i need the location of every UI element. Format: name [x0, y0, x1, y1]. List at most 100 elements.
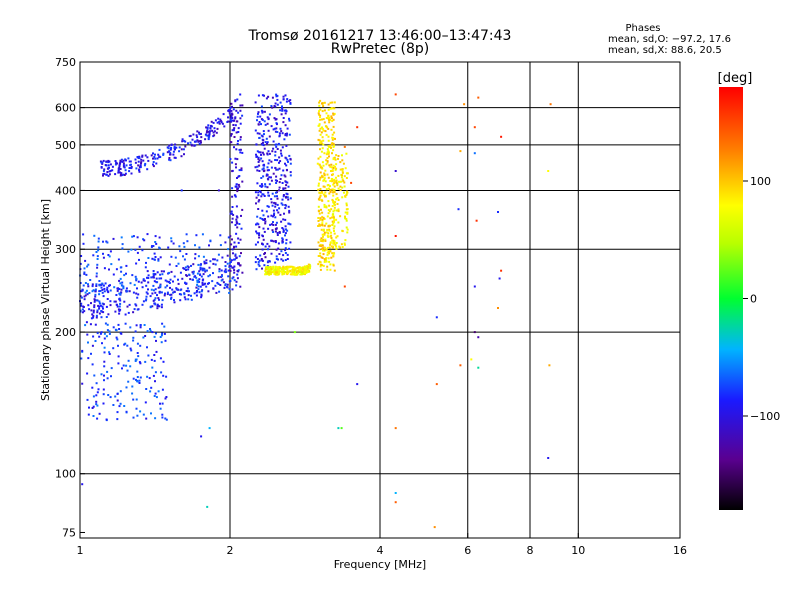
data-point	[325, 133, 328, 136]
data-point	[281, 238, 284, 241]
data-point	[233, 279, 236, 282]
data-point	[333, 206, 336, 209]
data-point	[317, 188, 320, 191]
data-point	[116, 418, 119, 421]
data-point	[280, 130, 283, 133]
data-point	[200, 136, 203, 139]
data-point	[174, 256, 177, 259]
data-point	[157, 390, 160, 393]
data-point	[235, 148, 238, 151]
data-point	[95, 299, 98, 302]
data-point	[84, 294, 87, 297]
data-point	[209, 274, 211, 277]
data-point	[284, 162, 286, 165]
data-point	[284, 94, 287, 97]
data-point	[91, 283, 94, 286]
data-point	[162, 374, 165, 377]
data-point	[319, 261, 322, 264]
data-point	[86, 293, 89, 296]
data-point	[137, 355, 140, 358]
data-point	[174, 143, 177, 146]
data-point	[83, 310, 86, 313]
data-point	[145, 299, 147, 302]
data-point	[285, 144, 288, 147]
data-point	[112, 237, 115, 240]
data-point	[158, 246, 161, 249]
data-point	[136, 342, 139, 345]
data-point	[284, 225, 287, 228]
data-point	[287, 160, 289, 163]
data-point	[264, 141, 267, 144]
data-point	[323, 258, 326, 261]
data-point	[330, 256, 333, 259]
data-point	[157, 259, 160, 262]
data-point	[150, 154, 153, 157]
data-point	[332, 227, 335, 230]
data-point	[205, 134, 208, 137]
data-point	[137, 293, 140, 296]
data-point	[260, 123, 262, 126]
data-point	[278, 132, 281, 135]
data-point	[321, 136, 324, 139]
data-point	[164, 279, 167, 282]
data-point	[240, 167, 243, 170]
data-point	[173, 146, 176, 149]
data-point	[280, 250, 283, 253]
data-point	[103, 346, 106, 349]
data-point	[263, 120, 266, 123]
data-point	[286, 127, 289, 130]
data-point	[187, 298, 190, 301]
data-point	[271, 204, 274, 207]
data-point	[99, 290, 102, 292]
data-point	[108, 332, 111, 335]
data-point	[337, 155, 340, 157]
data-point	[177, 262, 180, 265]
data-point	[98, 300, 101, 303]
data-point	[152, 161, 155, 163]
data-point	[209, 124, 212, 127]
data-point	[160, 341, 163, 344]
data-point	[319, 238, 322, 241]
data-point	[168, 150, 170, 153]
data-point	[321, 191, 324, 194]
data-point	[299, 273, 302, 276]
data-point	[333, 219, 336, 222]
data-point	[280, 220, 283, 223]
data-point	[96, 404, 99, 407]
data-point	[222, 281, 225, 284]
data-point	[324, 191, 327, 194]
data-point	[331, 224, 334, 226]
data-point	[125, 287, 128, 290]
data-point	[125, 159, 127, 162]
data-point	[266, 116, 269, 119]
data-point	[121, 284, 124, 287]
data-point	[332, 194, 335, 197]
data-point	[128, 167, 131, 169]
data-point	[175, 146, 178, 149]
data-point	[272, 209, 275, 212]
data-point	[102, 159, 105, 162]
data-point	[350, 181, 353, 184]
data-point	[230, 243, 233, 246]
data-point	[256, 150, 259, 153]
data-point	[130, 167, 133, 170]
data-point	[79, 282, 82, 284]
data-point	[239, 122, 242, 125]
data-point	[238, 148, 241, 151]
data-point	[204, 138, 207, 141]
data-point	[101, 302, 104, 305]
data-point	[231, 195, 234, 198]
data-point	[235, 245, 238, 248]
data-point	[167, 246, 170, 249]
data-point	[224, 268, 227, 271]
data-point	[256, 115, 259, 118]
data-point	[121, 367, 123, 370]
data-point	[217, 117, 220, 120]
data-point	[258, 232, 261, 235]
data-point	[231, 187, 234, 190]
data-point	[339, 189, 342, 191]
data-point	[266, 267, 269, 270]
data-point	[233, 136, 236, 138]
data-point	[143, 279, 146, 282]
data-point	[133, 283, 136, 286]
